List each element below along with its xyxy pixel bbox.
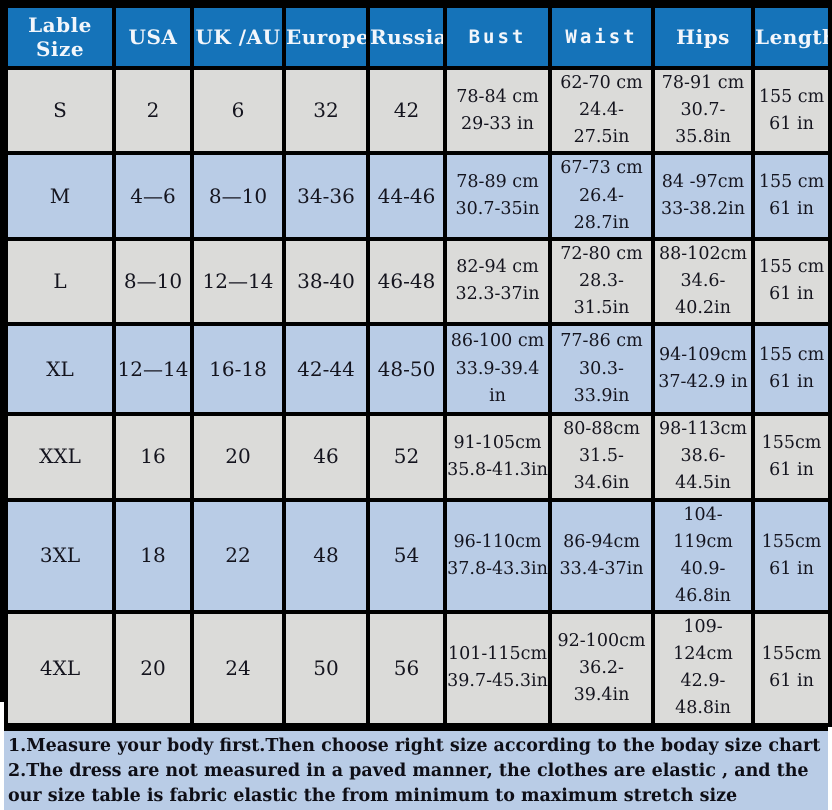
cell-waist: 67-73 cm 26.4-28.7in bbox=[548, 151, 655, 241]
cell-usa: 20 bbox=[112, 610, 194, 727]
column-header-uk-au: UK /AU bbox=[190, 4, 286, 70]
cell-waist: 62-70 cm 24.4-27.5in bbox=[548, 65, 655, 156]
cell-usa: 2 bbox=[112, 65, 194, 156]
cell-russia: 56 bbox=[366, 610, 447, 727]
cell-bust: 78-84 cm 29-33 in bbox=[443, 65, 552, 156]
cell-waist: 80-88cm 31.5-34.6in bbox=[548, 412, 655, 502]
column-header-hips: Hips bbox=[651, 4, 755, 70]
cell-label-size: 3XL bbox=[4, 497, 116, 614]
cell-russia: 44-46 bbox=[366, 151, 447, 241]
size-notes: 1.Measure your body first.Then choose ri… bbox=[4, 726, 828, 810]
cell-usa: 8—10 bbox=[112, 236, 194, 327]
cell-uk-au: 22 bbox=[190, 497, 286, 614]
cell-hips: 94-109cm 37-42.9 in bbox=[651, 322, 755, 417]
cell-length: 155cm 61 in bbox=[751, 412, 832, 502]
cell-europe: 38-40 bbox=[282, 236, 370, 327]
cell-uk-au: 24 bbox=[190, 610, 286, 727]
cell-uk-au: 12—14 bbox=[190, 236, 286, 327]
cell-bust: 96-110cm 37.8-43.3in bbox=[443, 497, 552, 614]
note-line-1: 1.Measure your body first.Then choose ri… bbox=[8, 735, 821, 756]
cell-label-size: 4XL bbox=[4, 610, 116, 727]
column-header-label-size: Lable Size bbox=[4, 4, 116, 70]
cell-usa: 16 bbox=[112, 412, 194, 502]
cell-waist: 86-94cm 33.4-37in bbox=[548, 497, 655, 614]
note-line-2: 2.The dress are not measured in a paved … bbox=[8, 760, 809, 807]
cell-label-size: L bbox=[4, 236, 116, 327]
cell-russia: 42 bbox=[366, 65, 447, 156]
table-row-xl: XL 12—14 16-18 42-44 48-50 86-100 cm 33.9-39.4… bbox=[4, 322, 832, 417]
cell-hips: 78-91 cm 30.7-35.8in bbox=[651, 65, 755, 156]
cell-label-size: XL bbox=[4, 322, 116, 417]
column-header-bust: Bust bbox=[443, 4, 552, 70]
cell-label-size: M bbox=[4, 151, 116, 241]
size-chart-table: Lable Size USA UK /AU Europe Russia Bust Waist… bbox=[4, 4, 832, 727]
table-row-l: L 8—10 12—14 38-40 46-48 82-94 cm 32.3-37in 72-… bbox=[4, 236, 832, 327]
cell-length: 155 cm 61 in bbox=[751, 65, 832, 156]
cell-uk-au: 8—10 bbox=[190, 151, 286, 241]
cell-uk-au: 16-18 bbox=[190, 322, 286, 417]
cell-length: 155cm 61 in bbox=[751, 497, 832, 614]
cell-russia: 54 bbox=[366, 497, 447, 614]
cell-hips: 84 -97cm 33-38.2in bbox=[651, 151, 755, 241]
cell-uk-au: 6 bbox=[190, 65, 286, 156]
table-body: S 2 6 32 42 78-84 cm 29-33 in 62-70 cm 24.4-27.5… bbox=[4, 65, 832, 727]
cell-hips: 98-113cm 38.6-44.5in bbox=[651, 412, 755, 502]
cell-russia: 48-50 bbox=[366, 322, 447, 417]
cell-europe: 50 bbox=[282, 610, 370, 727]
cell-europe: 48 bbox=[282, 497, 370, 614]
cell-length: 155cm 61 in bbox=[751, 610, 832, 727]
cell-waist: 92-100cm 36.2-39.4in bbox=[548, 610, 655, 727]
table-row-s: S 2 6 32 42 78-84 cm 29-33 in 62-70 cm 24.4-27.5… bbox=[4, 65, 832, 156]
cell-hips: 88-102cm 34.6-40.2in bbox=[651, 236, 755, 327]
column-header-russia: Russia bbox=[366, 4, 447, 70]
table-row-4xl: 4XL 20 24 50 56 101-115cm 39.7-45.3in 92-100cm 3… bbox=[4, 610, 832, 727]
cell-length: 155 cm 61 in bbox=[751, 151, 832, 241]
cell-bust: 86-100 cm 33.9-39.4 in bbox=[443, 322, 552, 417]
cell-bust: 101-115cm 39.7-45.3in bbox=[443, 610, 552, 727]
cell-bust: 82-94 cm 32.3-37in bbox=[443, 236, 552, 327]
cell-usa: 18 bbox=[112, 497, 194, 614]
column-header-usa: USA bbox=[112, 4, 194, 70]
table-row-m: M 4—6 8—10 34-36 44-46 78-89 cm 30.7-35in 67-73… bbox=[4, 151, 832, 241]
cell-usa: 4—6 bbox=[112, 151, 194, 241]
column-header-length: Length bbox=[751, 4, 832, 70]
cell-europe: 34-36 bbox=[282, 151, 370, 241]
table-header: Lable Size USA UK /AU Europe Russia Bust Waist… bbox=[4, 4, 832, 70]
cell-uk-au: 20 bbox=[190, 412, 286, 502]
table-row-3xl: 3XL 18 22 48 54 96-110cm 37.8-43.3in 86-94cm 33.… bbox=[4, 497, 832, 614]
column-header-waist: Waist bbox=[548, 4, 655, 70]
cell-bust: 91-105cm 35.8-41.3in bbox=[443, 412, 552, 502]
header-row: Lable Size USA UK /AU Europe Russia Bust Waist… bbox=[4, 4, 832, 70]
table-row-xxl: XXL 16 20 46 52 91-105cm 35.8-41.3in 80-88cm 31.… bbox=[4, 412, 832, 502]
cell-russia: 52 bbox=[366, 412, 447, 502]
cell-europe: 42-44 bbox=[282, 322, 370, 417]
cell-europe: 46 bbox=[282, 412, 370, 502]
cell-waist: 72-80 cm 28.3-31.5in bbox=[548, 236, 655, 327]
cell-label-size: XXL bbox=[4, 412, 116, 502]
cell-length: 155 cm 61 in bbox=[751, 236, 832, 327]
cell-hips: 109-124cm 42.9-48.8in bbox=[651, 610, 755, 727]
cell-bust: 78-89 cm 30.7-35in bbox=[443, 151, 552, 241]
cell-europe: 32 bbox=[282, 65, 370, 156]
cell-usa: 12—14 bbox=[112, 322, 194, 417]
cell-russia: 46-48 bbox=[366, 236, 447, 327]
column-header-europe: Europe bbox=[282, 4, 370, 70]
cell-hips: 104-119cm 40.9-46.8in bbox=[651, 497, 755, 614]
cell-length: 155 cm 61 in bbox=[751, 322, 832, 417]
cell-waist: 77-86 cm 30.3-33.9in bbox=[548, 322, 655, 417]
cell-label-size: S bbox=[4, 65, 116, 156]
